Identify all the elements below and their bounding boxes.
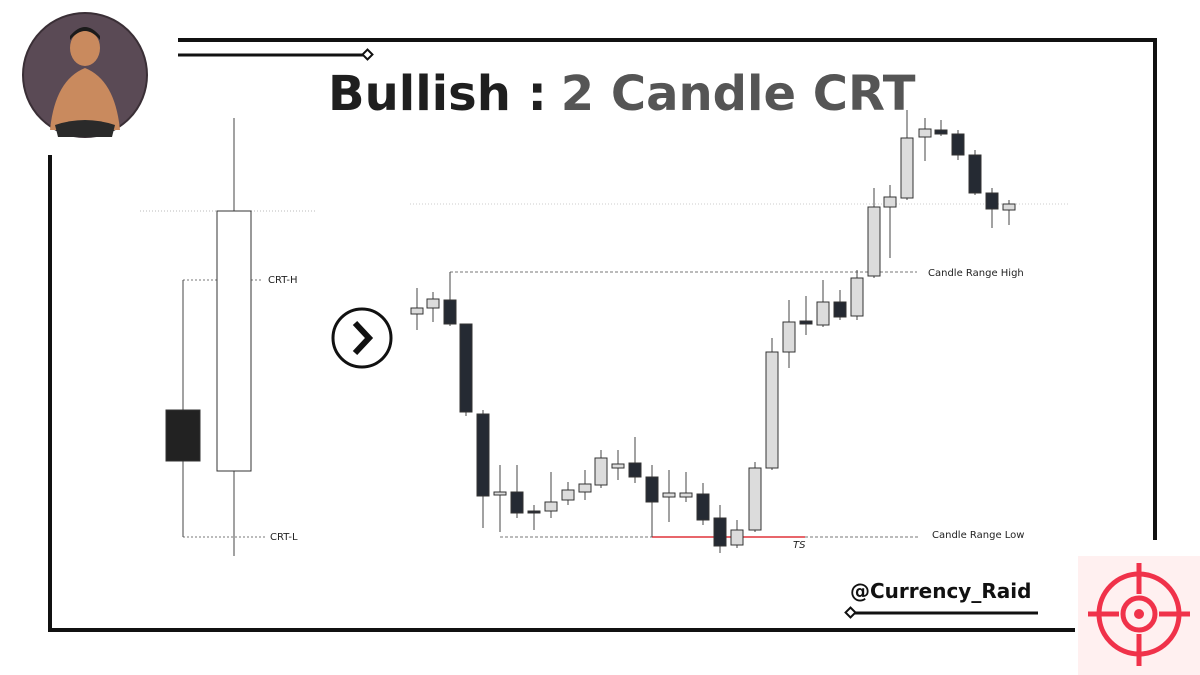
handle: @Currency_Raid (850, 579, 1031, 603)
title-lead: Bullish : (328, 66, 547, 122)
candle-body (850, 277, 864, 317)
crt-high-label: CRT-H (268, 275, 298, 286)
candle-body (951, 133, 965, 156)
candle-body (493, 491, 507, 496)
candle-body (799, 320, 813, 325)
title-rest: 2 Candle CRT (561, 66, 916, 122)
candle-body (918, 128, 932, 138)
candle-body (696, 493, 710, 521)
candle-body (544, 501, 558, 512)
candle-body (765, 351, 779, 469)
candle-body (985, 192, 999, 210)
candle-body (410, 307, 424, 315)
icon-dot (1134, 609, 1144, 619)
arrow-circle (331, 307, 393, 369)
candle-body (216, 210, 252, 472)
icon-inner-ring (1120, 595, 1158, 633)
candle-body (867, 206, 881, 277)
avatar-body (50, 68, 120, 130)
left-candles (165, 118, 252, 556)
candle-body (645, 476, 659, 503)
arrow-chevron (352, 320, 374, 356)
candle-body (968, 154, 982, 194)
candle-body (578, 483, 592, 493)
candle-body (816, 301, 830, 326)
candle-body (561, 489, 575, 501)
right-candles (410, 110, 1016, 553)
candle-body (730, 529, 744, 546)
candle-body (165, 409, 201, 462)
accent-diamond (361, 48, 374, 61)
candle-body (748, 467, 762, 531)
candle-body (1002, 203, 1016, 211)
sweep-label: TS (793, 540, 806, 551)
candle-body (527, 510, 541, 514)
avatar (22, 12, 148, 138)
candle-body (476, 413, 490, 497)
avatar-pants (55, 120, 115, 137)
candle-body (679, 492, 693, 498)
frame-top-right (178, 38, 1157, 540)
candle-body (934, 129, 948, 135)
accent-diamond (844, 606, 857, 619)
candle-body (628, 462, 642, 478)
candle-body (443, 299, 457, 325)
candle-body (426, 298, 440, 309)
range-low-label: Candle Range Low (932, 530, 1024, 541)
target-icon (1078, 556, 1200, 675)
candle-body (900, 137, 914, 199)
crt-low-label: CRT-L (270, 532, 298, 543)
frame (48, 38, 1157, 632)
candle-body (594, 457, 608, 486)
candle-body (662, 492, 676, 498)
candle-body (713, 517, 727, 547)
candle-body (459, 323, 473, 413)
frame-bottom-left (48, 155, 1075, 632)
candle-body (782, 321, 796, 353)
title: Bullish :2 Candle CRT (328, 66, 916, 122)
candle-body (833, 301, 847, 318)
candle-body (611, 463, 625, 469)
avatar-hair (70, 27, 100, 40)
candle-body (883, 196, 897, 208)
avatar-head (70, 30, 100, 66)
candle-body (510, 491, 524, 514)
range-high-label: Candle Range High (928, 268, 1024, 279)
icon-strokes (1088, 563, 1190, 666)
